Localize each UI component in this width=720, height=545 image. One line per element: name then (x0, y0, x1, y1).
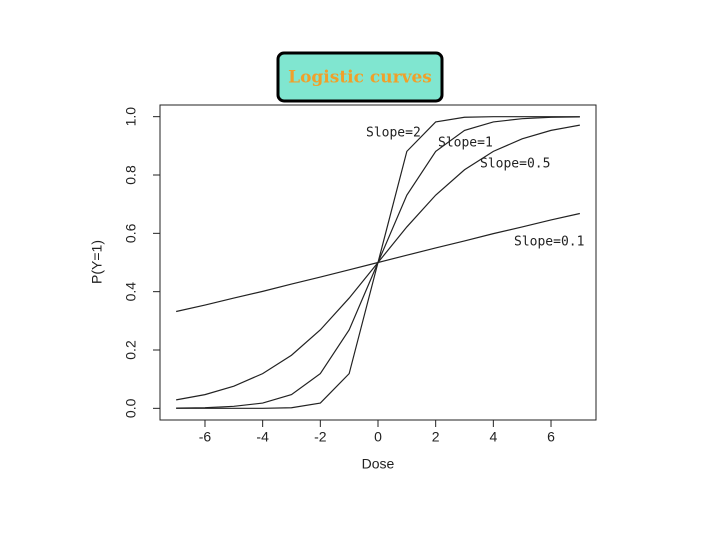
x-tick-label: -4 (256, 429, 269, 445)
title-box (276, 51, 444, 103)
series-label: Slope=1 (438, 136, 493, 151)
y-tick-label: 0.6 (123, 223, 139, 243)
series-label: Slope=0.5 (480, 157, 550, 172)
y-tick-label: 0.2 (123, 340, 139, 360)
series-label: Slope=2 (366, 126, 421, 141)
x-tick-label: 4 (489, 429, 497, 445)
series-line (176, 212, 580, 313)
x-tick-label: 0 (374, 429, 382, 445)
chart-title: Logistic curves (288, 68, 432, 88)
y-tick-label: 0.8 (123, 165, 139, 185)
x-tick-label: 6 (547, 429, 555, 445)
y-tick-label: 1.0 (123, 107, 139, 127)
x-axis-label: Dose (362, 456, 395, 472)
x-tick-label: 2 (432, 429, 440, 445)
x-tick-label: -6 (199, 429, 212, 445)
series-label: Slope=0.1 (514, 235, 584, 250)
y-tick-label: 0.4 (123, 282, 139, 302)
y-tick-label: 0.0 (123, 398, 139, 418)
x-tick-label: -2 (314, 429, 327, 445)
y-axis-label: P(Y=1) (89, 240, 105, 284)
